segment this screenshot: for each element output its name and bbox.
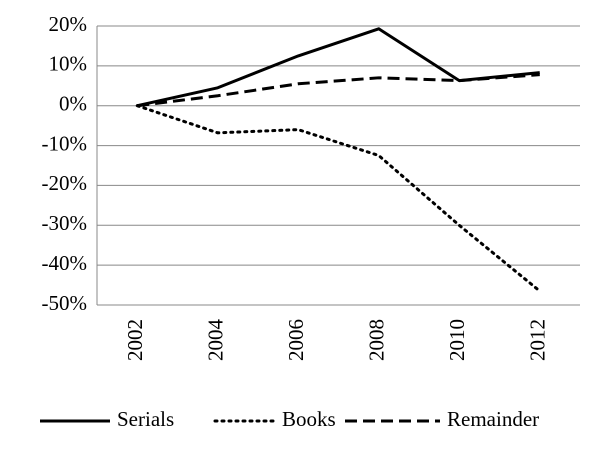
y-tick-label: -20% [42, 171, 88, 195]
series-line [136, 27, 540, 108]
y-tick-label: 10% [49, 52, 88, 76]
y-tick-label: 0% [59, 92, 87, 116]
y-tick-label: -30% [42, 211, 88, 235]
legend-label: Remainder [447, 407, 539, 431]
y-tick-label: -40% [42, 251, 88, 275]
series-line [135, 104, 542, 293]
x-tick-label: 2006 [284, 319, 308, 361]
y-tick-label: -10% [42, 131, 88, 155]
legend-label: Books [282, 407, 336, 431]
x-tick-label: 2012 [526, 319, 550, 361]
x-tick-label: 2008 [365, 319, 389, 361]
y-tick-label: 20% [49, 12, 88, 36]
x-tick-label: 2002 [123, 319, 147, 361]
x-tick-label: 2010 [445, 319, 469, 361]
x-tick-label: 2004 [204, 319, 228, 362]
legend-label: Serials [117, 407, 174, 431]
series-line [137, 73, 540, 108]
y-tick-label: -50% [42, 291, 88, 315]
